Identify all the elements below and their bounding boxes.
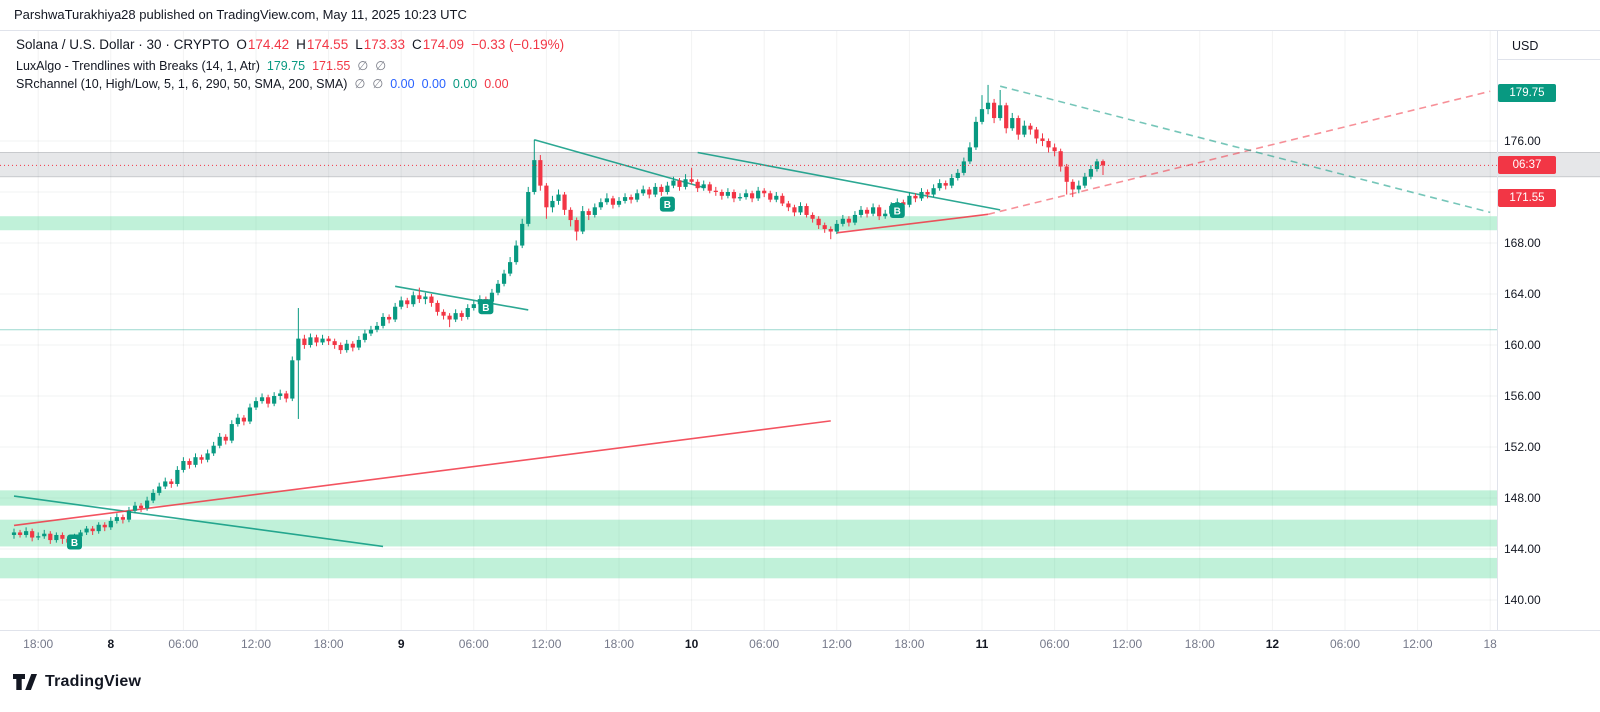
indicator2-value: 0.00 <box>452 77 478 91</box>
candlesticks <box>11 84 1106 547</box>
teal-trendline-solid <box>534 138 704 189</box>
time-label: 8 <box>107 637 115 651</box>
time-label: 18:00 <box>1184 637 1215 651</box>
price-label: 140.00 <box>1504 593 1541 607</box>
break-label-text: B <box>664 200 671 211</box>
indicator2-value: 0.00 <box>484 77 509 91</box>
indicator1-value: ∅ <box>375 59 387 73</box>
price-label: 152.00 <box>1504 440 1541 454</box>
price-badge: 06:37 <box>1498 156 1556 175</box>
price-label: 156.00 <box>1504 389 1541 403</box>
time-label: 12 <box>1265 637 1280 651</box>
indicator2-value: 0.00 <box>421 77 446 91</box>
teal-trendline-solid <box>697 151 1001 211</box>
indicator1-value: 171.55 <box>312 59 351 73</box>
price-label: 168.00 <box>1504 236 1541 250</box>
teal-trendline-solid <box>13 495 384 548</box>
ohlc-open: O 174.42 <box>236 37 290 52</box>
time-label: 12:00 <box>240 637 272 651</box>
indicator2-value: 0.00 <box>390 77 415 91</box>
time-label: 18:00 <box>23 637 54 651</box>
active-price-range-band <box>0 151 1600 178</box>
time-label: 18:00 <box>603 637 635 651</box>
price-axis-currency[interactable]: USD <box>1512 39 1539 53</box>
teal-trendline-solid <box>395 285 529 311</box>
indicator2-title: SRchannel (10, High/Low, 5, 1, 6, 290, 5… <box>16 77 348 91</box>
price-label: 176.00 <box>1504 134 1541 148</box>
time-label: 18:00 <box>894 637 925 651</box>
header-divider <box>0 30 1600 31</box>
indicator2-value: ∅ <box>354 77 366 91</box>
time-label: 12:00 <box>1112 637 1143 651</box>
publish-header: ParshwaTurakhiya28 published on TradingV… <box>0 0 1600 30</box>
price-label: 164.00 <box>1504 287 1541 301</box>
support-resistance-zones <box>0 216 1497 579</box>
red-trendline-solid <box>13 420 831 527</box>
time-label: 06:00 <box>1039 637 1070 651</box>
time-label: 12:00 <box>1402 637 1433 651</box>
break-label-text: B <box>894 206 901 217</box>
indicator1-title: LuxAlgo - Trendlines with Breaks (14, 1,… <box>16 59 260 73</box>
trendlines <box>13 85 1491 548</box>
time-label: 9 <box>397 637 405 651</box>
break-label-badge <box>889 202 905 218</box>
time-label: 12:00 <box>531 637 562 651</box>
price-badge: 179.75 <box>1498 84 1556 103</box>
indicator2-value: ∅ <box>372 77 384 91</box>
time-axis-divider <box>0 630 1600 631</box>
time-label: 06:00 <box>1329 637 1361 651</box>
tradingview-logo-icon <box>13 674 37 690</box>
price-axis-divider <box>1497 30 1498 630</box>
ohlc-low: L 173.33 <box>355 37 406 52</box>
price-badge: 171.55 <box>1498 188 1556 207</box>
time-label: 18 <box>1483 637 1497 651</box>
price-label: 148.00 <box>1504 491 1541 505</box>
currency-divider <box>1497 59 1600 60</box>
time-label: 06:00 <box>458 637 489 651</box>
trendline-break-labels: B B B B <box>67 196 905 550</box>
grid-lines <box>0 30 1497 630</box>
ohlc-close: C 174.09 <box>412 37 465 52</box>
indicator-legend-luxalgo[interactable]: LuxAlgo - Trendlines with Breaks (14, 1,… <box>16 58 386 73</box>
tradingview-logo-text: TradingView <box>45 673 142 690</box>
tradingview-branding[interactable]: TradingView <box>12 671 141 693</box>
break-label-badge <box>67 534 82 550</box>
time-label: 06:00 <box>168 637 199 651</box>
price-label: 160.00 <box>1504 338 1541 352</box>
time-label: 11 <box>975 637 989 651</box>
break-label-badge <box>478 299 494 315</box>
break-label-text: B <box>71 538 78 549</box>
price-label: 144.00 <box>1504 542 1541 556</box>
publish-text: ParshwaTurakhiya28 published on TradingV… <box>14 7 467 22</box>
break-label-badge <box>659 196 675 212</box>
time-label: 10 <box>684 637 699 651</box>
time-label: 18:00 <box>313 637 344 651</box>
symbol-legend-row[interactable]: Solana / U.S. Dollar · 30 · CRYPTO O 174… <box>16 37 564 52</box>
time-label: 06:00 <box>749 637 780 651</box>
break-label-text: B <box>482 303 489 314</box>
teal-trendline-dashed <box>999 85 1491 214</box>
symbol-title: Solana / U.S. Dollar · 30 · CRYPTO <box>16 37 230 52</box>
indicator-legend-srchannel[interactable]: SRchannel (10, High/Low, 5, 1, 6, 290, 5… <box>16 76 509 91</box>
indicator1-value: 179.75 <box>266 59 306 73</box>
red-trendline-solid <box>836 213 989 234</box>
change-value: −0.33 (−0.19%) <box>471 37 565 52</box>
red-trendline-dashed <box>987 90 1491 216</box>
indicator1-value: ∅ <box>357 59 369 73</box>
time-label: 12:00 <box>821 637 852 651</box>
ohlc-high: H 174.55 <box>296 37 349 52</box>
